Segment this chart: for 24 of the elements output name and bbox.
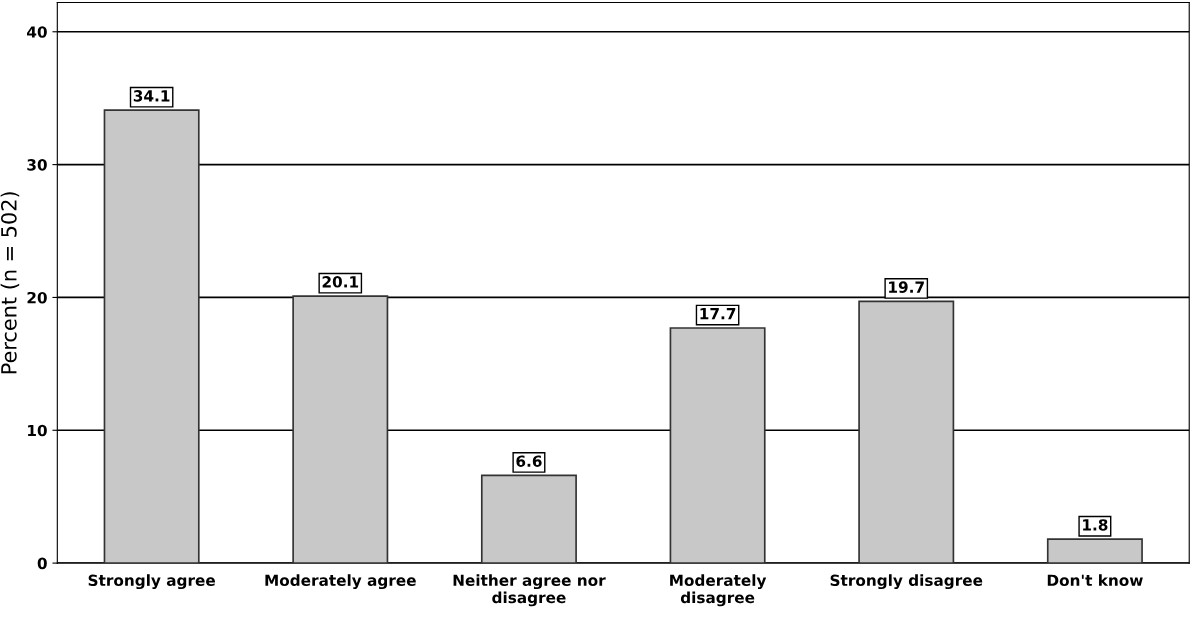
y-tick-label: 0 bbox=[37, 557, 47, 570]
bar bbox=[669, 327, 766, 564]
y-tick-label: 10 bbox=[28, 424, 47, 437]
x-tick-label: Strongly agree bbox=[88, 574, 215, 590]
y-axis-title: Percent (n = 502) bbox=[0, 192, 20, 374]
y-tick-label: 40 bbox=[27, 26, 47, 38]
x-tick-label: Neither agree nor disagree bbox=[453, 574, 606, 607]
bar bbox=[858, 300, 955, 564]
y-tick-label: 30 bbox=[27, 159, 47, 171]
data-label: 34.1 bbox=[133, 90, 170, 102]
x-tick-label: Strongly disagree bbox=[830, 574, 983, 590]
bar bbox=[292, 295, 389, 564]
x-tick-label: Moderately disagree bbox=[670, 574, 767, 607]
bar bbox=[103, 109, 200, 564]
x-tick-label: Moderately agree bbox=[265, 574, 416, 590]
data-label: 6.6 bbox=[516, 455, 542, 467]
data-label: 19.7 bbox=[889, 281, 924, 293]
data-label: 20.1 bbox=[322, 276, 359, 288]
data-label: 1.8 bbox=[1083, 519, 1108, 531]
bar bbox=[480, 474, 577, 564]
bar bbox=[1046, 538, 1143, 564]
x-tick-label: Don't know bbox=[1047, 574, 1143, 587]
data-label: 17.7 bbox=[700, 308, 736, 320]
y-tick-label: 20 bbox=[27, 291, 47, 304]
